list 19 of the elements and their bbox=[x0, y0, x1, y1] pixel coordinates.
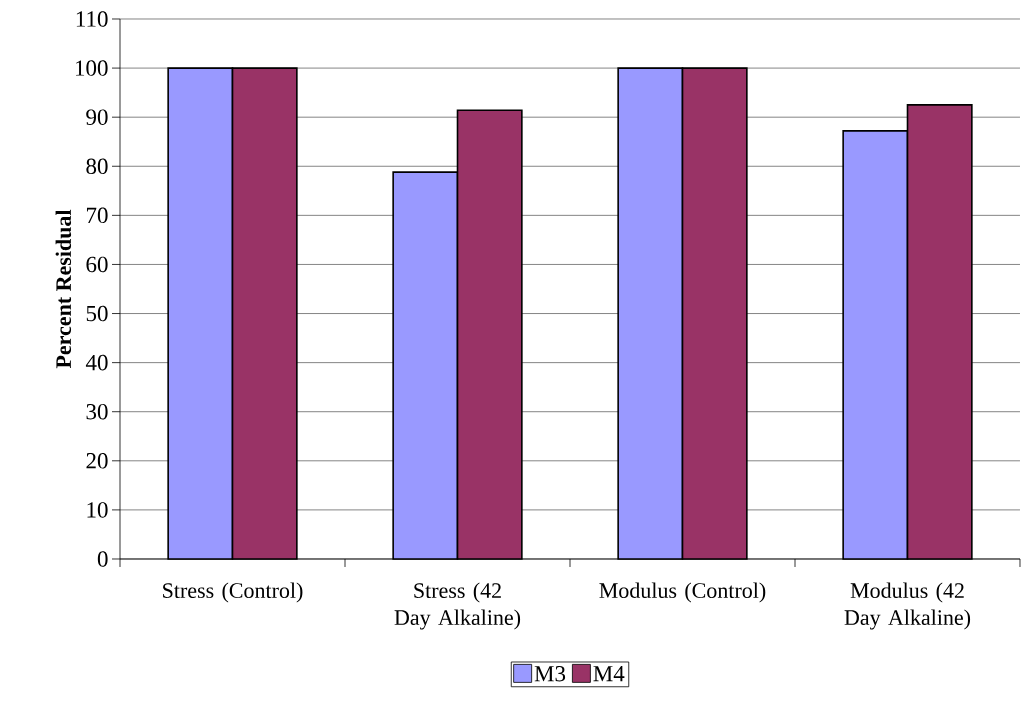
y-tick-label: 30 bbox=[86, 403, 108, 420]
y-tick-label: 60 bbox=[86, 256, 108, 273]
legend-label: M3 bbox=[534, 666, 566, 682]
x-tick-label: Stress (42 Day Alkaline) bbox=[394, 582, 521, 630]
y-tick-label: 0 bbox=[97, 551, 108, 567]
y-tick-label: 100 bbox=[75, 60, 108, 76]
y-tick-label: 50 bbox=[86, 305, 108, 322]
x-tick-label: Modulus (Control) bbox=[599, 582, 766, 603]
x-tick-label: Stress (Control) bbox=[163, 582, 303, 603]
y-tick-label: 70 bbox=[86, 207, 108, 224]
y-tick-label: 80 bbox=[86, 158, 108, 175]
y-tick-label: 40 bbox=[85, 354, 108, 371]
legend-label: M4 bbox=[593, 666, 625, 682]
y-tick-label: 110 bbox=[76, 11, 108, 27]
y-axis-title: Percent Residual bbox=[55, 209, 72, 369]
y-tick-label: 90 bbox=[86, 109, 108, 125]
y-tick-label: 10 bbox=[87, 502, 108, 518]
y-tick-label: 20 bbox=[86, 453, 108, 469]
x-tick-label: Modulus (42 Day Alkaline) bbox=[844, 582, 971, 630]
